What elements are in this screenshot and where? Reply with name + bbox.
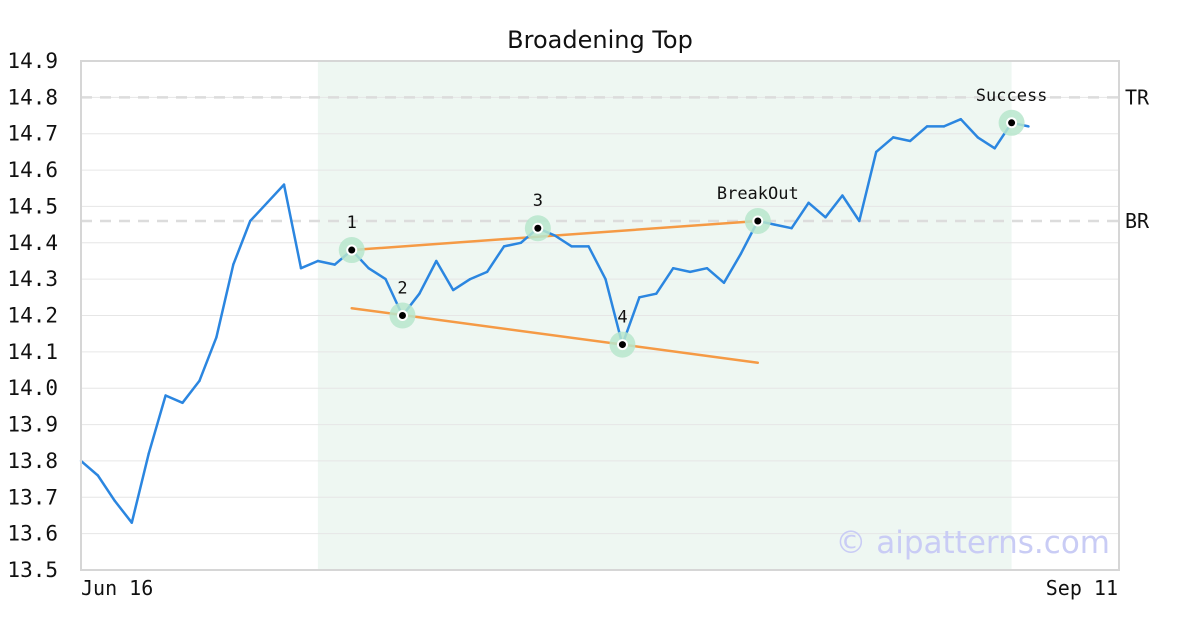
point-marker-success	[1008, 119, 1016, 127]
data-point	[384, 277, 387, 281]
data-point	[604, 277, 607, 281]
point-label-1: 1	[347, 213, 357, 233]
data-point	[739, 252, 743, 255]
data-point	[790, 227, 793, 230]
point-marker-4	[618, 341, 626, 349]
point-marker-1	[348, 246, 356, 254]
trendline-lower	[350, 306, 760, 365]
data-point	[519, 241, 523, 244]
data-point	[215, 336, 218, 339]
data-point	[587, 245, 590, 248]
data-point	[553, 234, 556, 237]
plot-frame	[80, 60, 1120, 571]
data-point	[181, 401, 184, 404]
data-point	[232, 263, 235, 266]
y-tick-label-10: 13.9	[7, 413, 58, 437]
data-point	[316, 259, 320, 263]
data-point	[96, 474, 100, 477]
data-point	[130, 521, 133, 524]
data-point	[198, 379, 201, 383]
y-tick-label-7: 14.2	[7, 304, 58, 328]
data-point	[891, 136, 895, 139]
data-point	[976, 136, 979, 139]
data-point	[875, 150, 878, 154]
point-marker-3	[534, 224, 542, 232]
y-tick-label-9: 14.0	[7, 376, 58, 400]
point-marker-breakout	[754, 217, 762, 225]
point-marker-2	[398, 312, 406, 319]
watermark: © aipatterns.com	[835, 525, 1110, 561]
y-tick-label-0: 14.9	[7, 49, 58, 73]
y-tick-label-2: 14.7	[7, 122, 58, 146]
data-point	[1027, 125, 1030, 128]
y-tick-label-5: 14.4	[7, 231, 58, 255]
data-point	[993, 147, 996, 150]
y-tick-label-13: 13.6	[7, 522, 58, 546]
data-point	[249, 219, 252, 223]
data-point	[435, 259, 438, 263]
data-point	[638, 296, 641, 299]
data-point	[959, 117, 963, 121]
y-tick-label-6: 14.3	[7, 267, 58, 291]
data-point	[908, 139, 912, 143]
point-label-4: 4	[617, 308, 627, 328]
data-point	[113, 499, 117, 503]
y-tick-label-8: 14.1	[7, 340, 58, 364]
y-tick-label-4: 14.5	[7, 194, 58, 218]
y-tick-label-12: 13.7	[7, 485, 58, 509]
level-label-tr: TR	[1125, 85, 1150, 109]
data-point	[164, 394, 167, 397]
data-point	[942, 125, 946, 128]
point-label-3: 3	[533, 191, 543, 211]
y-tick-label-11: 13.8	[7, 449, 58, 473]
data-point	[841, 194, 844, 197]
level-label-br: BR	[1125, 209, 1150, 233]
data-point	[807, 201, 810, 204]
point-label-2: 2	[397, 279, 407, 299]
data-point	[722, 281, 726, 284]
data-point	[452, 288, 455, 292]
data-point	[485, 270, 489, 274]
data-point	[773, 223, 776, 226]
data-point	[367, 267, 370, 270]
data-point	[705, 267, 709, 270]
plot-area: 14.9 14.8 14.7 14.6 14.5 14.4 14.3 14.2 14.1 14.0…	[7, 49, 1150, 582]
data-point	[282, 183, 286, 186]
y-tick-label-14: 13.5	[7, 558, 58, 582]
data-point	[468, 277, 472, 281]
data-point	[672, 267, 675, 270]
x-tick-label-last: Sep 11	[1046, 576, 1118, 600]
chart-title: Broadening Top	[507, 26, 693, 54]
data-point	[858, 219, 861, 223]
data-point	[418, 292, 421, 295]
data-point	[688, 270, 692, 274]
y-tick-label-3: 14.6	[7, 158, 58, 182]
y-tick-label-1: 14.8	[7, 85, 58, 109]
data-point	[299, 267, 303, 270]
point-label-breakout: BreakOut	[717, 184, 799, 204]
data-point	[147, 452, 150, 455]
data-point	[333, 263, 336, 266]
data-point	[824, 216, 827, 219]
data-point	[570, 245, 573, 248]
data-point	[502, 245, 506, 248]
data-point	[655, 292, 658, 295]
data-point	[925, 125, 929, 128]
x-tick-label-first: Jun 16	[81, 576, 153, 600]
data-point	[265, 201, 269, 204]
point-label-success: Success	[976, 86, 1048, 106]
